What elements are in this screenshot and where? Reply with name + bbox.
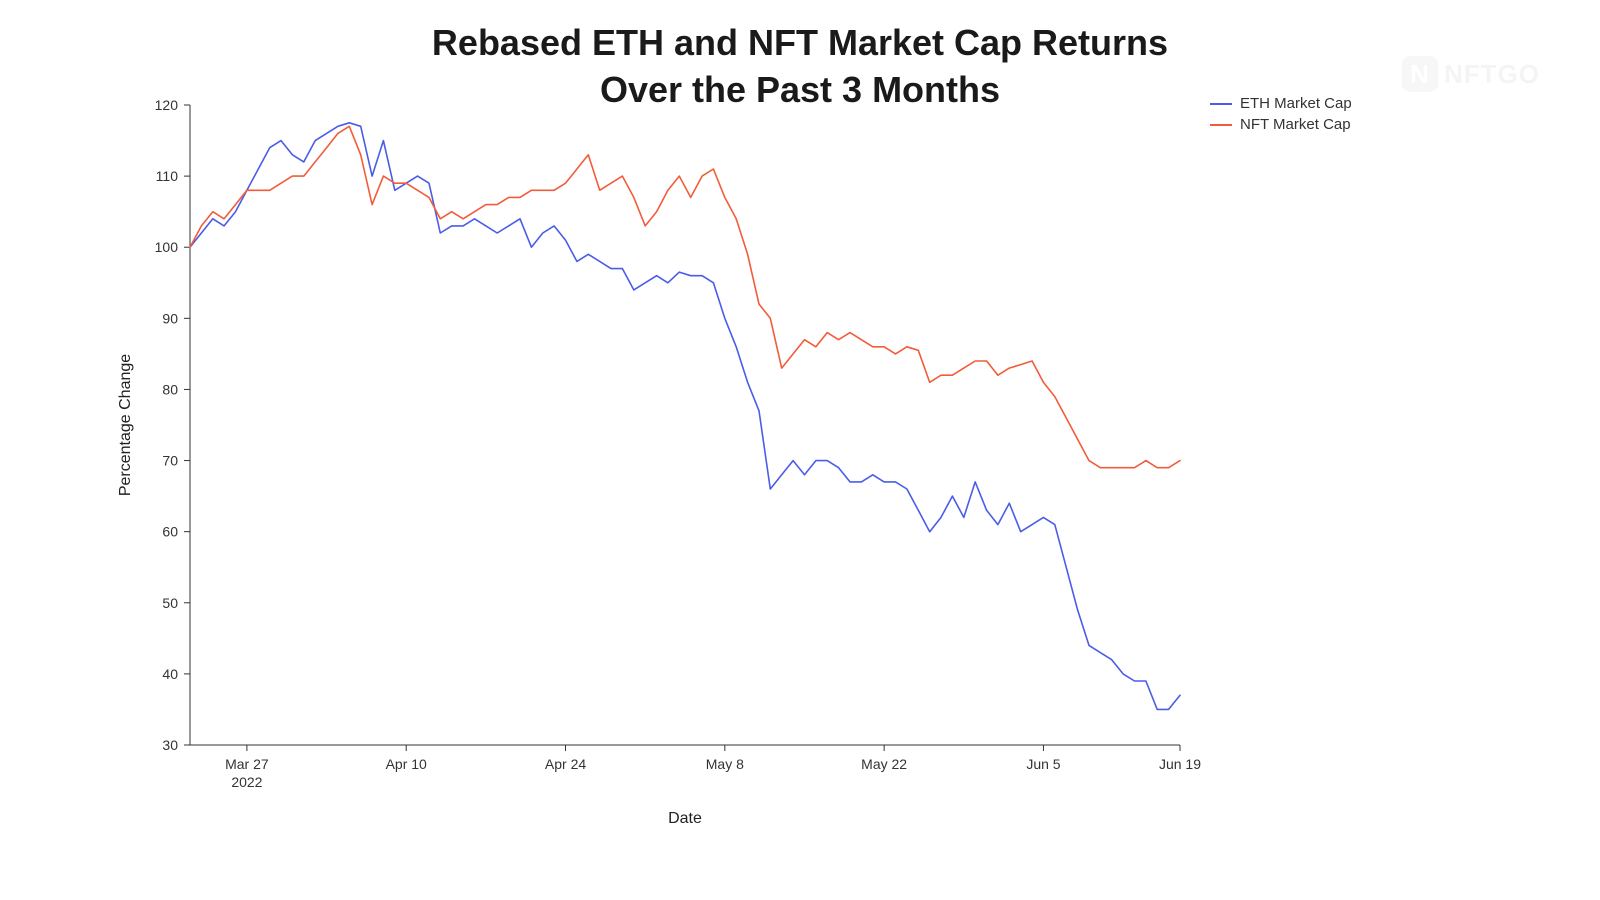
svg-text:80: 80 xyxy=(162,381,178,397)
legend-label: ETH Market Cap xyxy=(1240,95,1352,112)
svg-text:Apr 24: Apr 24 xyxy=(545,756,586,772)
svg-text:90: 90 xyxy=(162,310,178,326)
legend-swatch xyxy=(1210,103,1232,105)
chart-legend: ETH Market Cap NFT Market Cap xyxy=(1210,95,1352,137)
svg-text:Apr 10: Apr 10 xyxy=(386,756,427,772)
svg-text:70: 70 xyxy=(162,453,178,469)
svg-text:120: 120 xyxy=(155,97,179,113)
legend-swatch xyxy=(1210,124,1232,126)
svg-text:40: 40 xyxy=(162,666,178,682)
svg-text:50: 50 xyxy=(162,595,178,611)
watermark-text: NFTGO xyxy=(1444,59,1540,90)
svg-text:30: 30 xyxy=(162,737,178,753)
svg-text:May 22: May 22 xyxy=(861,756,907,772)
svg-text:Jun 5: Jun 5 xyxy=(1026,756,1060,772)
legend-item: ETH Market Cap xyxy=(1210,95,1352,112)
svg-text:100: 100 xyxy=(155,239,179,255)
legend-label: NFT Market Cap xyxy=(1240,116,1351,133)
svg-text:May 8: May 8 xyxy=(706,756,744,772)
svg-text:Mar 27: Mar 27 xyxy=(225,756,269,772)
svg-text:Percentage Change: Percentage Change xyxy=(117,354,134,496)
svg-text:Date: Date xyxy=(668,810,702,827)
svg-text:Jun 19: Jun 19 xyxy=(1159,756,1201,772)
svg-text:2022: 2022 xyxy=(231,774,262,790)
legend-item: NFT Market Cap xyxy=(1210,116,1352,133)
svg-text:60: 60 xyxy=(162,524,178,540)
svg-text:110: 110 xyxy=(156,168,179,184)
